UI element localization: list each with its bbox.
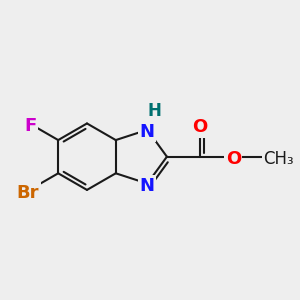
Text: N: N [140,123,155,141]
Text: CH₃: CH₃ [263,150,294,168]
Text: O: O [193,118,208,136]
Text: Br: Br [17,184,39,202]
Text: N: N [140,177,155,195]
Text: F: F [25,117,37,135]
Text: O: O [226,150,241,168]
Text: H: H [147,102,161,120]
